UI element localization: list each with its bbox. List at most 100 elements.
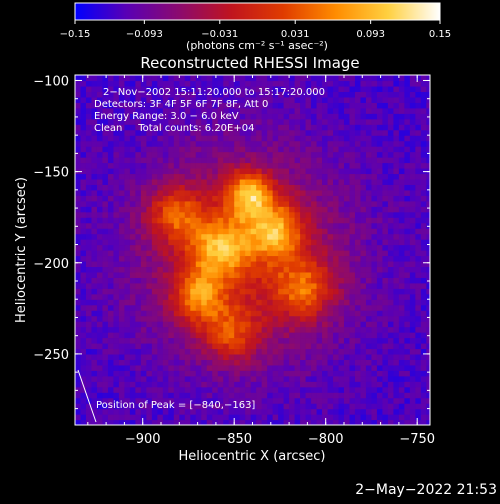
heatmap-cell — [415, 271, 422, 278]
heatmap-cell — [151, 375, 158, 382]
y-axis-label: Heliocentric Y (arcsec) — [14, 177, 29, 323]
heatmap-cell — [201, 184, 208, 191]
heatmap-cell — [91, 85, 98, 93]
heatmap-cell — [118, 375, 126, 382]
heatmap-cell — [420, 348, 427, 355]
heatmap-cell — [179, 408, 186, 415]
heatmap-cell — [327, 260, 334, 268]
heatmap-cell — [272, 173, 279, 180]
heatmap-cell — [195, 118, 202, 125]
heatmap-cell — [151, 80, 158, 87]
heatmap-cell — [316, 206, 323, 213]
heatmap-cell — [80, 195, 87, 202]
heatmap-cell — [113, 250, 120, 257]
heatmap-cell — [365, 200, 373, 207]
heatmap-cell — [409, 200, 416, 207]
heatmap-cell — [300, 233, 307, 240]
heatmap-cell — [305, 375, 312, 382]
heatmap-cell — [404, 189, 411, 196]
heatmap-cell — [393, 157, 400, 164]
heatmap-cell — [289, 414, 296, 421]
heatmap-cell — [168, 178, 175, 185]
heatmap-cell — [415, 381, 422, 388]
heatmap-cell — [140, 381, 147, 388]
heatmap-cell — [228, 189, 235, 196]
heatmap-cell — [283, 370, 290, 377]
heatmap-cell — [140, 146, 147, 153]
heatmap-cell — [327, 342, 334, 350]
heatmap-cell — [256, 129, 263, 136]
heatmap-cell — [316, 250, 323, 257]
heatmap-cell — [272, 157, 279, 164]
heatmap-cell — [195, 414, 202, 421]
heatmap-cell — [245, 282, 252, 289]
heatmap-cell — [338, 293, 345, 300]
heatmap-cell — [256, 85, 263, 93]
heatmap-cell — [420, 271, 427, 278]
heatmap-cell — [300, 211, 307, 218]
heatmap-cell — [426, 419, 430, 425]
heatmap-cell — [245, 326, 252, 333]
heatmap-cell — [80, 184, 87, 191]
heatmap-cell — [129, 167, 136, 175]
heatmap-cell — [261, 167, 268, 175]
heatmap-cell — [283, 228, 290, 235]
heatmap-cell — [365, 250, 373, 257]
heatmap-cell — [305, 107, 312, 114]
heatmap-cell — [283, 211, 290, 218]
heatmap-cell — [129, 408, 136, 415]
heatmap-cell — [426, 260, 430, 268]
heatmap-cell — [283, 146, 290, 153]
heatmap-cell — [294, 332, 301, 339]
heatmap-cell — [129, 403, 136, 410]
heatmap-cell — [420, 189, 427, 196]
heatmap-cell — [300, 397, 307, 404]
heatmap-cell — [360, 151, 367, 158]
heatmap-cell — [283, 129, 290, 136]
heatmap-cell — [173, 124, 180, 131]
heatmap-cell — [124, 266, 131, 273]
heatmap-cell — [228, 364, 235, 371]
heatmap-cell — [118, 233, 126, 240]
heatmap-cell — [354, 107, 362, 114]
heatmap-cell — [300, 304, 307, 311]
heatmap-cell — [140, 96, 147, 103]
heatmap-cell — [283, 250, 290, 257]
heatmap-cell — [333, 233, 340, 240]
heatmap-cell — [80, 157, 87, 164]
heatmap-cell — [118, 244, 126, 251]
heatmap-cell — [250, 189, 257, 196]
heatmap-cell — [206, 419, 213, 425]
heatmap-cell — [343, 250, 351, 257]
heatmap-cell — [343, 157, 351, 164]
heatmap-cell — [168, 200, 175, 207]
heatmap-cell — [113, 195, 120, 202]
heatmap-cell — [387, 282, 394, 289]
heatmap-cell — [135, 233, 142, 240]
heatmap-cell — [387, 146, 394, 153]
heatmap-cell — [140, 124, 147, 131]
heatmap-cell — [322, 217, 329, 224]
heatmap-cell — [102, 211, 109, 218]
heatmap-cell — [289, 403, 296, 410]
heatmap-cell — [245, 359, 252, 366]
heatmap-cell — [85, 91, 93, 98]
heatmap-cell — [223, 348, 230, 355]
heatmap-cell — [118, 397, 126, 404]
heatmap-cell — [184, 342, 191, 350]
heatmap-cell — [404, 124, 411, 131]
heatmap-cell — [206, 408, 213, 415]
heatmap-cell — [157, 206, 164, 213]
heatmap-cell — [228, 124, 235, 131]
heatmap-cell — [365, 206, 373, 213]
heatmap-cell — [398, 151, 405, 158]
heatmap-cell — [135, 370, 142, 377]
heatmap-cell — [212, 304, 219, 311]
heatmap-cell — [333, 304, 340, 311]
heatmap-cell — [360, 228, 367, 235]
heatmap-cell — [349, 282, 356, 289]
heatmap-cell — [343, 75, 351, 82]
heatmap-cell — [272, 195, 279, 202]
heatmap-cell — [387, 239, 394, 246]
heatmap-cell — [333, 321, 340, 328]
